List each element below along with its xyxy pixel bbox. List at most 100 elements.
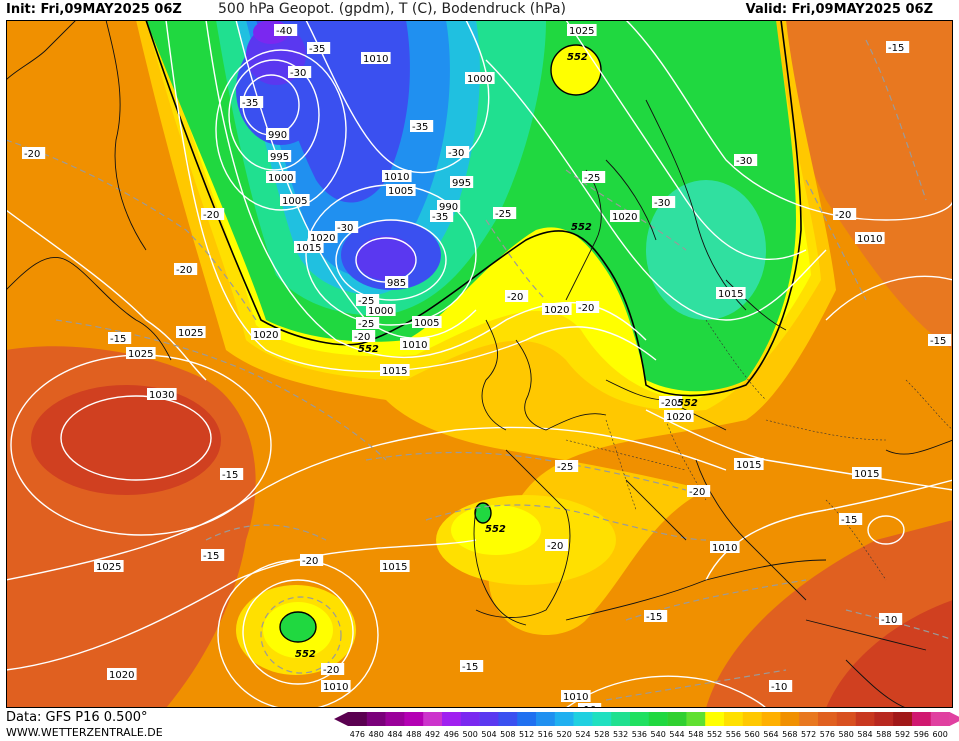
pressure-label-text: 1015 bbox=[718, 289, 743, 300]
scale-swatch bbox=[761, 712, 781, 726]
scale-tick-label: 544 bbox=[669, 730, 684, 739]
pressure-label-text: 1005 bbox=[388, 186, 413, 197]
temp-label-text: -15 bbox=[841, 515, 857, 526]
scale-tick-label: 596 bbox=[914, 730, 929, 739]
pressure-label: 1010 bbox=[321, 680, 351, 693]
scale-tick-label: 584 bbox=[857, 730, 872, 739]
scale-tick-label: 516 bbox=[538, 730, 553, 739]
scale-swatch bbox=[836, 712, 856, 726]
temp-label: -20 bbox=[22, 147, 46, 160]
pressure-label: 1015 bbox=[294, 241, 324, 254]
temp-label-text: -30 bbox=[736, 156, 752, 167]
pressure-label-text: 995 bbox=[270, 152, 289, 163]
borders bbox=[565, 319, 953, 581]
pressure-label-text: 1020 bbox=[109, 670, 134, 681]
pressure-label: 1010 bbox=[561, 690, 591, 703]
valid-time-label: Valid: Fri,09MAY2025 06Z bbox=[745, 2, 933, 17]
pressure-label-text: 985 bbox=[387, 278, 406, 289]
pressure-label-text: 1010 bbox=[402, 340, 427, 351]
temp-label-text: -35 bbox=[242, 98, 258, 109]
pressure-label: 1010 bbox=[400, 338, 430, 351]
scale-swatch bbox=[611, 712, 631, 726]
scale-tick-label: 532 bbox=[613, 730, 628, 739]
pressure-label: 1015 bbox=[852, 467, 882, 480]
temp-label: -15 bbox=[460, 660, 484, 673]
pressure-label: 1020 bbox=[664, 410, 694, 423]
temp-label-text: -35 bbox=[412, 122, 428, 133]
temp-label: -15 bbox=[201, 549, 225, 562]
scale-arrow-left bbox=[334, 712, 348, 726]
scale-swatch bbox=[554, 712, 574, 726]
pressure-label-text: 1010 bbox=[857, 234, 882, 245]
geopot-label-text: 552 bbox=[295, 649, 316, 660]
scale-tick-label: 592 bbox=[895, 730, 910, 739]
temp-label: -35 bbox=[307, 42, 331, 55]
temp-label-text: -20 bbox=[507, 292, 523, 303]
scale-swatch bbox=[442, 712, 462, 726]
pressure-label: 1030 bbox=[147, 388, 177, 401]
field-572-northwest bbox=[6, 20, 236, 320]
pressure-label: 995 bbox=[450, 176, 474, 189]
pressure-label-text: 1015 bbox=[854, 469, 879, 480]
temp-label: -30 bbox=[335, 221, 359, 234]
temp-label: -20 bbox=[300, 554, 324, 567]
temp-label: -20 bbox=[687, 485, 711, 498]
pressure-label-text: 1010 bbox=[323, 682, 348, 693]
temp-label-text: -35 bbox=[432, 212, 448, 223]
scale-tick-label: 492 bbox=[425, 730, 440, 739]
temp-label: -15 bbox=[220, 468, 244, 481]
map-title: 500 hPa Geopot. (gpdm), T (C), Bodendruc… bbox=[218, 1, 566, 17]
temp-label: -20 bbox=[505, 290, 529, 303]
temp-label-text: -25 bbox=[557, 462, 573, 473]
temp-label: -15 bbox=[886, 41, 910, 54]
field-576-northeast bbox=[766, 20, 953, 350]
temp-label-text: -15 bbox=[930, 336, 946, 347]
temp-label-text: -10 bbox=[771, 682, 787, 693]
scale-swatch bbox=[667, 712, 687, 726]
scale-tick-label: 588 bbox=[876, 730, 891, 739]
pressure-label-text: 1010 bbox=[363, 54, 388, 65]
scale-tick-label: 496 bbox=[444, 730, 459, 739]
temp-label: -25 bbox=[356, 317, 380, 330]
scale-swatch bbox=[348, 712, 368, 726]
scale-swatch bbox=[912, 712, 932, 726]
temp-label: -30 bbox=[652, 196, 676, 209]
pressure-label-text: 990 bbox=[439, 202, 458, 213]
scale-tick-label: 564 bbox=[763, 730, 778, 739]
pressure-label-text: 1025 bbox=[178, 328, 203, 339]
field-blue-core-south bbox=[356, 236, 416, 280]
scale-swatch bbox=[930, 712, 950, 726]
pressure-label: 1010 bbox=[361, 52, 391, 65]
temp-label: -25 bbox=[582, 171, 606, 184]
scale-swatch bbox=[742, 712, 762, 726]
temp-label-text: -10 bbox=[580, 705, 596, 708]
scale-swatch bbox=[536, 712, 556, 726]
temp-label-text: -20 bbox=[547, 541, 563, 552]
geopot-label-text: 552 bbox=[358, 344, 379, 355]
pressure-label-text: 1020 bbox=[612, 212, 637, 223]
pressure-label: 1010 bbox=[382, 170, 412, 183]
temp-label-text: -15 bbox=[462, 662, 478, 673]
scale-tick-label: 508 bbox=[500, 730, 515, 739]
pressure-label: 1025 bbox=[94, 560, 124, 573]
scale-tick-label: 572 bbox=[801, 730, 816, 739]
scale-swatch bbox=[385, 712, 405, 726]
geopot-label: 552 bbox=[677, 398, 698, 409]
temp-label: -40 bbox=[274, 24, 298, 37]
temp-label: -30 bbox=[288, 66, 312, 79]
scale-tick-label: 552 bbox=[707, 730, 722, 739]
temp-label-text: -15 bbox=[646, 612, 662, 623]
temp-label: -35 bbox=[430, 210, 454, 223]
temp-label-text: -40 bbox=[276, 26, 292, 37]
pressure-label-text: 1020 bbox=[310, 233, 335, 244]
init-time-label: Init: Fri,09MAY2025 06Z bbox=[6, 2, 182, 17]
temp-label-text: -25 bbox=[358, 296, 374, 307]
field-green-spot-north bbox=[551, 45, 601, 95]
temp-label: -10 bbox=[769, 680, 793, 693]
geopot-552-contour bbox=[145, 20, 802, 397]
scale-tick-label: 476 bbox=[350, 730, 365, 739]
geopot-label: 552 bbox=[571, 222, 592, 233]
scale-swatch bbox=[573, 712, 593, 726]
field-green-cutoff bbox=[280, 612, 316, 642]
pressure-label: 1025 bbox=[176, 326, 206, 339]
